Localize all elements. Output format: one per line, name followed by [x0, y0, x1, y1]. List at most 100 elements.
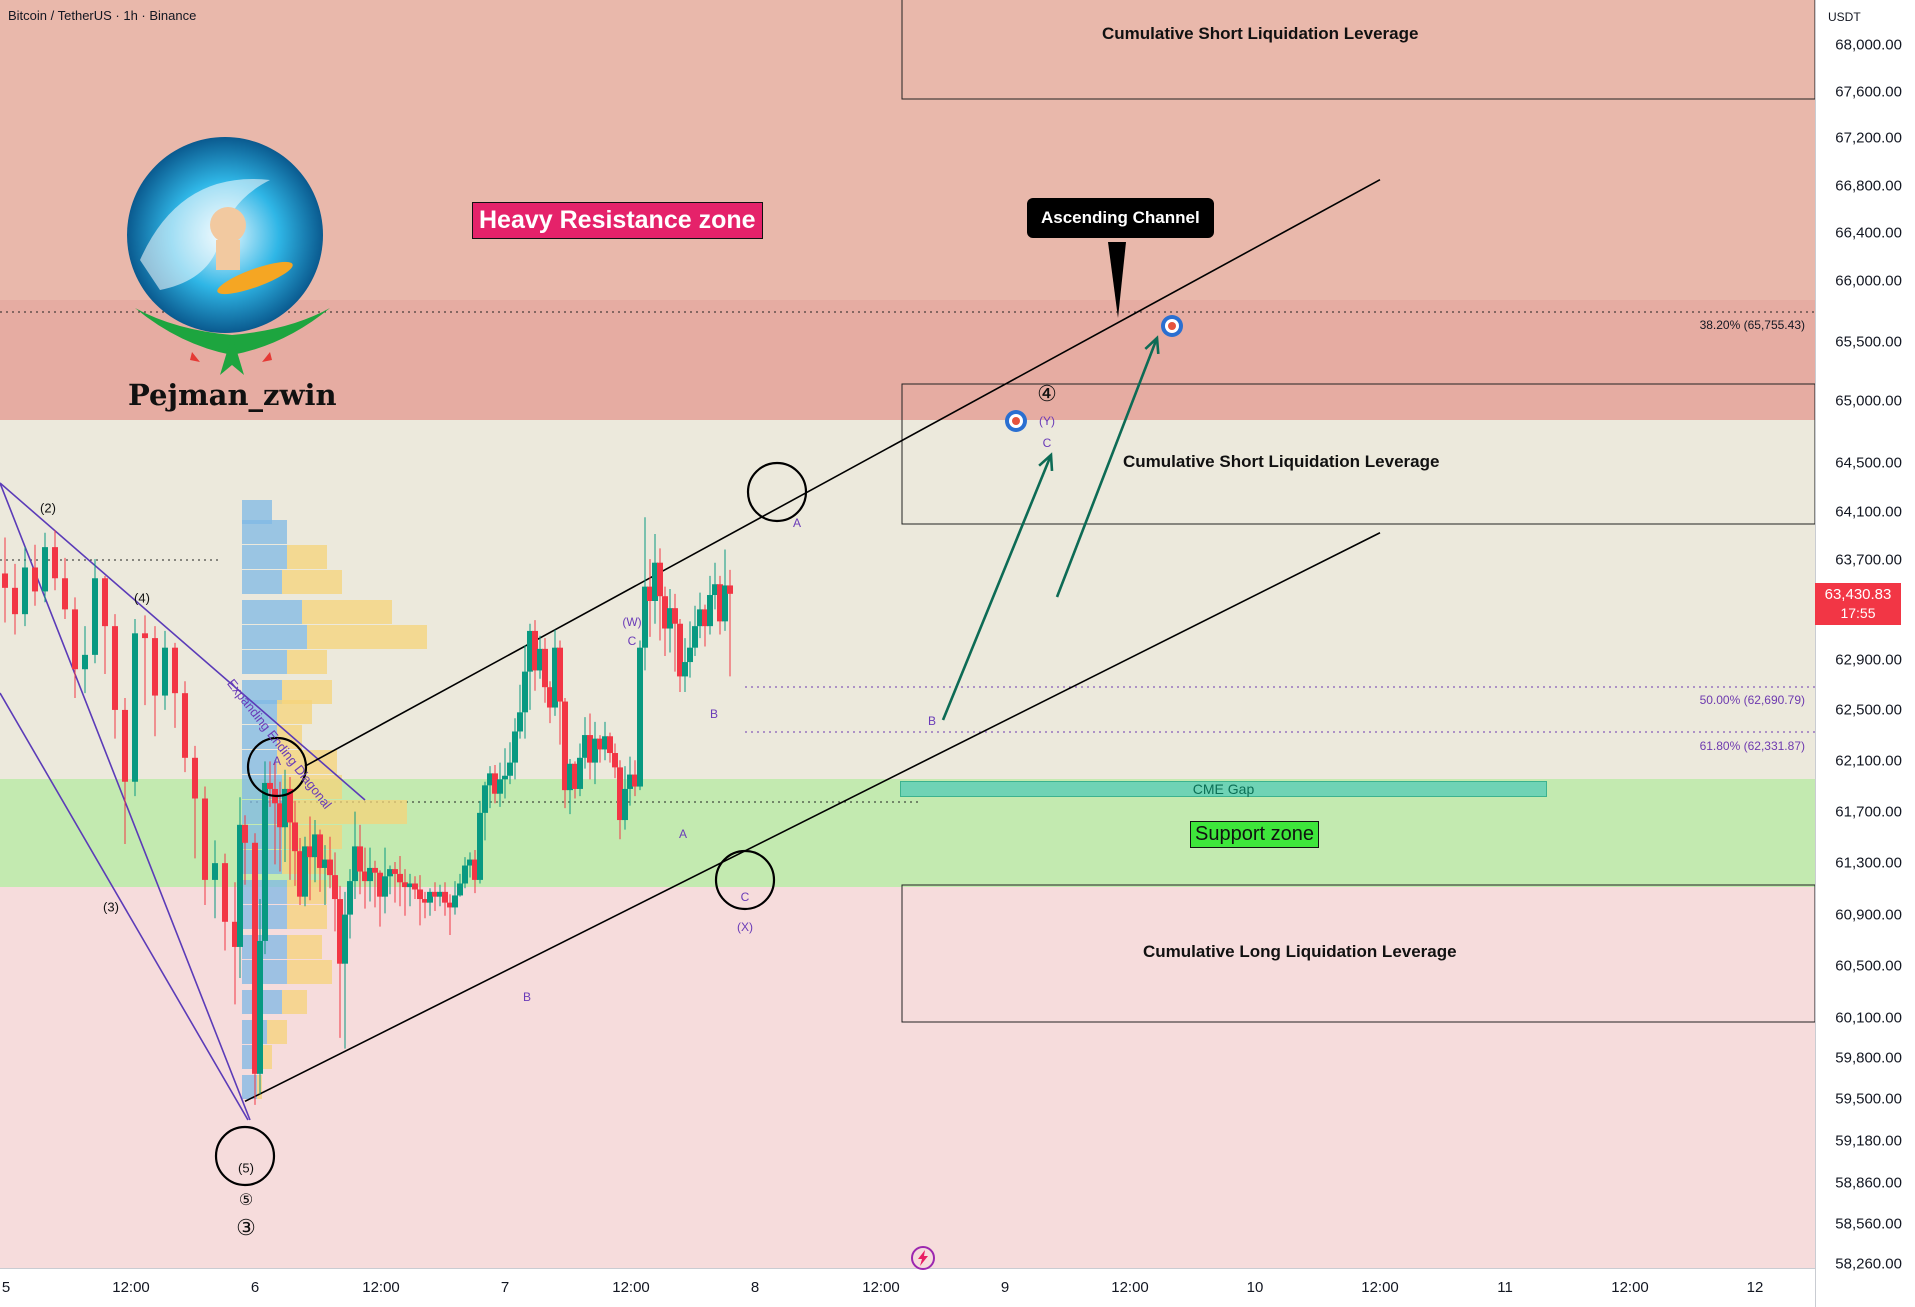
- candle-body-94: [592, 738, 598, 763]
- price-tick-label: 59,800.00: [1835, 1049, 1902, 1067]
- candle-body-60: [422, 899, 428, 903]
- candle-body-53: [387, 869, 393, 877]
- candle-body-24: [237, 824, 243, 947]
- volume-profile-bar-ext-9: [277, 725, 302, 749]
- candle-body-97: [607, 736, 613, 754]
- volume-profile-bar-1: [242, 520, 287, 544]
- time-tick-label: 12:00: [1361, 1279, 1399, 1296]
- candle-body-72: [482, 785, 488, 813]
- candle-body-8: [82, 654, 88, 670]
- candle-body-51: [377, 872, 383, 897]
- candle-body-121: [727, 585, 733, 594]
- time-tick-label: 8: [750, 1279, 760, 1296]
- fib-382-label: 38.20% (65,755.43): [1699, 318, 1805, 332]
- short-liq-top-label: Cumulative Short Liquidation Leverage: [1102, 24, 1419, 43]
- candle-body-28: [262, 782, 268, 941]
- heavy-resistance-label: Heavy Resistance zone: [472, 202, 763, 239]
- volume-profile-bar-ext-17: [287, 935, 322, 959]
- time-axis[interactable]: 5 12:00 6 12:00 7 12:00 8 12:00 9 12:00 10 12:00 11 1…: [0, 1268, 1815, 1307]
- volume-profile-bar-ext-19: [282, 990, 307, 1014]
- volume-profile-bar-ext-2: [287, 545, 327, 569]
- wave-label-5: (5): [238, 1160, 254, 1176]
- candle-body-70: [472, 859, 478, 880]
- candle-body-29: [267, 782, 273, 789]
- candle-body-25: [242, 824, 248, 843]
- candle-body-99: [617, 767, 623, 821]
- volume-profile-bar-ext-21: [262, 1045, 272, 1069]
- price-tick-label: 65,500.00: [1835, 333, 1902, 351]
- price-tick-label: 67,600.00: [1835, 83, 1902, 101]
- candle-body-27: [257, 940, 263, 1074]
- target-icon-center-0: [1012, 417, 1020, 425]
- long-liq-label: Cumulative Long Liquidation Leverage: [1143, 942, 1457, 961]
- candle-body-113: [687, 647, 693, 663]
- candle-body-13: [132, 633, 138, 782]
- candle-body-39: [317, 834, 323, 868]
- candle-body-2: [22, 567, 28, 615]
- candle-body-87: [557, 647, 563, 702]
- candle-body-0: [2, 573, 8, 588]
- candle-body-74: [492, 773, 498, 794]
- heavy-resistance-zone-band: [0, 300, 1815, 420]
- candle-body-47: [357, 846, 363, 872]
- candle-body-6: [62, 578, 68, 610]
- candle-body-86: [552, 647, 558, 708]
- short-liq-top-box: [901, 0, 1815, 100]
- candle-body-95: [597, 738, 603, 750]
- candle-body-49: [367, 867, 373, 882]
- volume-profile-bar-ext-12: [287, 800, 407, 824]
- candle-body-71: [477, 812, 483, 880]
- wave-label-b2: B: [709, 707, 719, 721]
- brand-name: Pejman_zwin: [128, 378, 337, 412]
- candle-body-119: [717, 584, 723, 622]
- price-axis[interactable]: USDT 68,000.00 67,600.00 67,200.00 66,800.0…: [1815, 0, 1915, 1307]
- brand-logo-icon: [127, 137, 330, 375]
- wave-label-X: (X): [737, 920, 753, 934]
- candle-body-34: [292, 822, 298, 852]
- candle-body-116: [702, 609, 708, 627]
- candle-body-61: [427, 891, 433, 903]
- candle-body-89: [567, 763, 573, 791]
- candle-body-110: [672, 608, 678, 624]
- candle-body-112: [682, 662, 688, 677]
- candle-body-54: [392, 869, 398, 874]
- candle-body-59: [417, 889, 423, 900]
- candle-body-44: [342, 914, 348, 964]
- price-chart[interactable]: [0, 0, 1815, 1268]
- candle-body-98: [612, 753, 618, 768]
- candle-body-84: [542, 648, 548, 688]
- channel-upper-line: [304, 178, 1381, 767]
- candle-body-90: [572, 763, 578, 789]
- last-price-value: 63,430.83: [1824, 586, 1892, 603]
- candle-body-55: [397, 873, 403, 883]
- price-tick-label: 61,300.00: [1835, 854, 1902, 872]
- candle-body-62: [432, 891, 438, 897]
- price-tick-label: 64,500.00: [1835, 454, 1902, 472]
- highlight-circle-1: [246, 736, 308, 798]
- wave-label-a3: A: [792, 516, 802, 530]
- wave-label-4: (4): [134, 590, 150, 606]
- candle-body-31: [277, 803, 283, 828]
- candle-body-96: [602, 736, 608, 750]
- volume-profile-bar-6: [242, 650, 287, 674]
- candle-body-81: [527, 630, 533, 672]
- candle-body-14: [142, 633, 148, 639]
- volume-profile-bar-ext-18: [287, 960, 332, 984]
- time-tick-label: 12:00: [862, 1279, 900, 1296]
- time-tick-label: 10: [1246, 1279, 1264, 1296]
- candle-body-40: [322, 859, 328, 868]
- projection-arrow-2-head: [1144, 335, 1160, 355]
- time-tick-label: 12:00: [362, 1279, 400, 1296]
- candle-body-85: [547, 687, 553, 708]
- price-tick-label: 66,000.00: [1835, 272, 1902, 290]
- candle-body-117: [707, 595, 713, 627]
- symbol-header[interactable]: Bitcoin / TetherUS · 1h · Binance: [8, 8, 197, 23]
- candle-body-63: [437, 891, 443, 897]
- highlight-circle-2: [746, 461, 808, 523]
- candle-body-3: [32, 567, 38, 592]
- candle-body-79: [517, 712, 523, 732]
- time-tick-label: 6: [250, 1279, 260, 1296]
- price-tick-label: 60,500.00: [1835, 957, 1902, 975]
- lightning-icon[interactable]: [909, 1244, 937, 1272]
